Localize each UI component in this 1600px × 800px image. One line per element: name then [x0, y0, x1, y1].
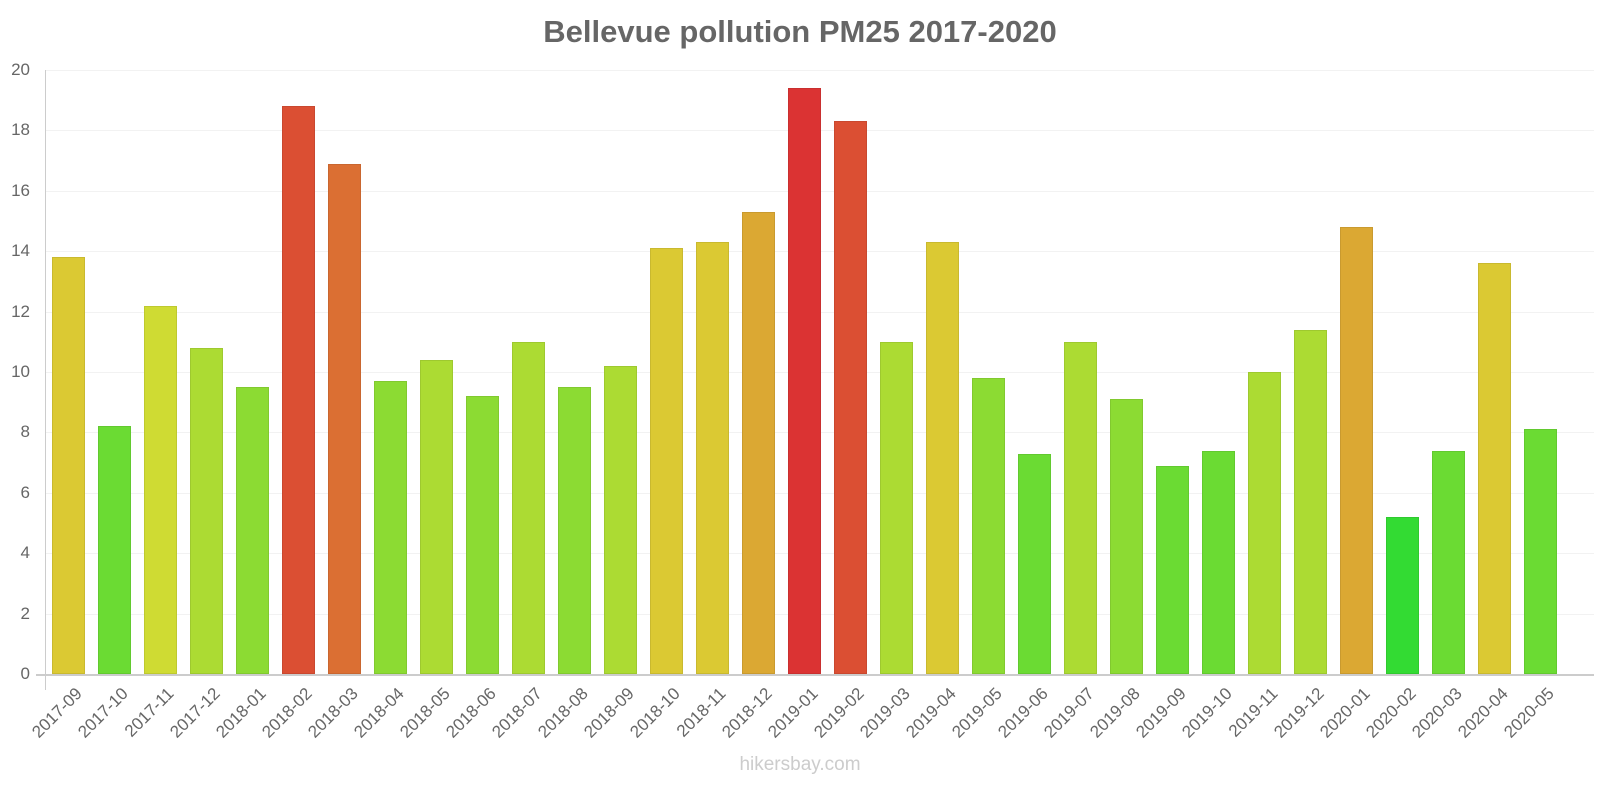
bar[interactable]: [1064, 341, 1097, 674]
x-tick-label: 2019-01: [764, 684, 822, 742]
bar[interactable]: [1156, 465, 1189, 674]
x-tick-label: 2019-07: [1040, 684, 1098, 742]
bar[interactable]: [558, 387, 591, 674]
x-tick-label: 2019-12: [1270, 684, 1328, 742]
bar[interactable]: [282, 106, 315, 674]
x-tick-label: 2020-01: [1316, 684, 1374, 742]
y-tick-label: 16: [11, 180, 30, 200]
x-tick-label: 2018-07: [488, 684, 546, 742]
x-tick-label: 2019-04: [902, 684, 960, 742]
bar[interactable]: [328, 163, 361, 674]
x-tick-label: 2018-06: [442, 684, 500, 742]
bar[interactable]: [1110, 399, 1143, 674]
bar[interactable]: [466, 396, 499, 674]
chart-title: Bellevue pollution PM25 2017-2020: [543, 14, 1057, 49]
x-tick-label: 2020-03: [1408, 684, 1466, 742]
bar[interactable]: [834, 121, 867, 674]
y-tick-label: 8: [20, 422, 30, 442]
x-tick-label: 2018-08: [534, 684, 592, 742]
x-tick-label: 2019-05: [948, 684, 1006, 742]
x-tick-label: 2018-02: [258, 684, 316, 742]
y-axis-line: [45, 70, 46, 690]
bar[interactable]: [1248, 372, 1281, 674]
bar[interactable]: [696, 242, 729, 674]
y-tick-label: 0: [20, 664, 30, 683]
plot-area: [46, 70, 1594, 675]
x-tick-label: 2018-03: [304, 684, 362, 742]
x-tick-label: 2018-10: [626, 684, 684, 742]
y-tick-label: 4: [20, 543, 30, 563]
x-tick-label: 2019-06: [994, 684, 1052, 742]
bar[interactable]: [1294, 329, 1327, 674]
bar[interactable]: [788, 88, 821, 674]
y-tick-label: 6: [20, 482, 30, 502]
bar[interactable]: [420, 359, 453, 674]
x-tick-label: 2019-10: [1178, 684, 1236, 742]
x-tick-label: 2020-04: [1454, 684, 1512, 742]
gridline: [46, 70, 1594, 71]
x-tick-label: 2018-05: [396, 684, 454, 742]
x-tick-label: 2018-04: [350, 684, 408, 742]
bar[interactable]: [236, 387, 269, 674]
x-tick-label: 2019-09: [1132, 684, 1190, 742]
x-tick-label: 2018-09: [580, 684, 638, 742]
x-tick-label: 2020-05: [1500, 684, 1558, 742]
bar[interactable]: [1432, 450, 1465, 674]
bar[interactable]: [374, 381, 407, 674]
y-tick-label: 2: [20, 603, 30, 623]
y-tick-label: 18: [11, 120, 30, 140]
y-tick-label: 20: [11, 60, 30, 79]
bar[interactable]: [650, 248, 683, 674]
bar[interactable]: [1340, 227, 1373, 674]
bar[interactable]: [190, 347, 223, 674]
bar[interactable]: [512, 341, 545, 674]
y-tick-label: 10: [11, 362, 30, 381]
y-tick-label: 14: [11, 241, 30, 261]
x-tick-label: 2018-12: [718, 684, 776, 742]
bar[interactable]: [1018, 453, 1051, 674]
x-tick-label: 2019-03: [856, 684, 914, 742]
x-tick-label: 2019-08: [1086, 684, 1144, 742]
x-tick-label: 2019-02: [810, 684, 868, 742]
bar[interactable]: [972, 378, 1005, 674]
x-tick-label: 2017-10: [74, 684, 132, 742]
bar[interactable]: [144, 305, 177, 674]
x-tick-label: 2017-12: [166, 684, 224, 742]
y-tick-label: 12: [11, 301, 30, 321]
watermark: hikersbay.com: [739, 754, 861, 775]
bar[interactable]: [880, 341, 913, 674]
x-tick-label: 2020-02: [1362, 684, 1420, 742]
bar[interactable]: [1386, 516, 1419, 674]
bar[interactable]: [1524, 429, 1557, 674]
x-tick-label: 2018-01: [212, 684, 270, 742]
bar[interactable]: [926, 242, 959, 674]
x-tick-label: 2017-09: [28, 684, 86, 742]
bar[interactable]: [1202, 450, 1235, 674]
bar[interactable]: [1478, 263, 1511, 674]
bar[interactable]: [98, 426, 131, 674]
bar[interactable]: [742, 211, 775, 674]
bar[interactable]: [604, 365, 637, 674]
x-axis-line: [36, 674, 1594, 676]
bar[interactable]: [52, 257, 85, 674]
